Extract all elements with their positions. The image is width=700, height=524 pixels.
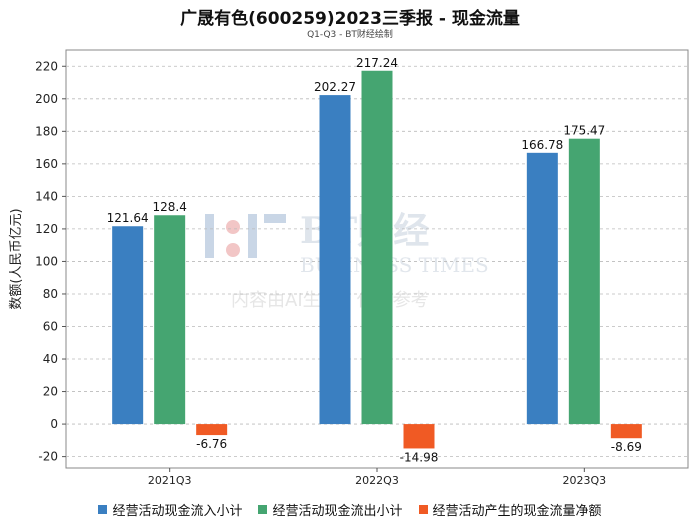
data-label: 202.27 — [314, 80, 356, 94]
legend-label: 经营活动现金流入小计 — [112, 504, 243, 519]
bar — [526, 152, 558, 425]
bar — [610, 424, 642, 439]
legend-item: 经营活动产生的现金流量净额 — [418, 500, 602, 519]
legend-item: 经营活动现金流入小计 — [98, 500, 242, 519]
legend-swatch — [258, 505, 268, 514]
legend-label: 经营活动产生的现金流量净额 — [432, 504, 602, 519]
bar — [361, 70, 393, 425]
y-tick-label: 180 — [35, 124, 58, 138]
legend-label: 经营活动现金流出小计 — [272, 504, 403, 519]
watermark-logo-dot — [226, 243, 240, 257]
x-tick-label: 2023Q3 — [563, 474, 607, 487]
bar — [319, 95, 351, 425]
watermark-logo-dot — [226, 220, 240, 234]
y-tick-label: 80 — [43, 287, 58, 301]
y-tick-label: 140 — [35, 189, 58, 203]
y-tick-label: 100 — [35, 254, 58, 268]
chart-legend: 经营活动现金流入小计 经营活动现金流出小计 经营活动产生的现金流量净额 — [0, 500, 700, 519]
y-tick-label: 0 — [50, 417, 58, 431]
y-tick-label: 20 — [43, 385, 58, 399]
legend-item: 经营活动现金流出小计 — [258, 500, 403, 519]
y-tick-label: 160 — [35, 157, 58, 171]
bar — [196, 424, 228, 436]
bar — [154, 215, 186, 425]
data-label: 121.64 — [107, 211, 149, 225]
chart-title: 广晟有色(600259)2023三季报 - 现金流量 — [180, 9, 520, 29]
bar — [568, 138, 600, 425]
legend-swatch — [418, 505, 428, 514]
data-label: -8.69 — [611, 440, 642, 454]
data-label: -14.98 — [400, 450, 439, 464]
watermark-logo-bar — [205, 214, 214, 258]
y-tick-label: 40 — [43, 352, 58, 366]
data-label: 128.4 — [152, 200, 186, 214]
x-tick-label: 2022Q3 — [355, 474, 399, 487]
y-tick-label: 200 — [35, 92, 58, 106]
y-tick-label: -20 — [38, 450, 58, 464]
y-tick-label: 60 — [43, 319, 58, 333]
y-axis-label: 数额(人民币亿元) — [9, 208, 24, 309]
chart-subtitle: Q1-Q3 - BT财经绘制 — [307, 30, 393, 40]
bar — [403, 424, 435, 449]
bar — [112, 226, 144, 425]
y-tick-label: 220 — [35, 59, 58, 73]
data-label: 166.78 — [521, 138, 563, 152]
data-label: -6.76 — [196, 437, 227, 451]
watermark-logo-bar — [264, 214, 286, 223]
data-label: 175.47 — [563, 124, 605, 138]
legend-swatch — [98, 505, 108, 514]
x-tick-label: 2021Q3 — [148, 474, 192, 487]
data-label: 217.24 — [356, 56, 398, 70]
watermark-logo-bar — [248, 214, 257, 258]
chart-canvas: BT财经BUSINESS TIMES内容由AI生成，仅供参考-200204060… — [9, 49, 689, 487]
y-tick-label: 120 — [35, 222, 58, 236]
